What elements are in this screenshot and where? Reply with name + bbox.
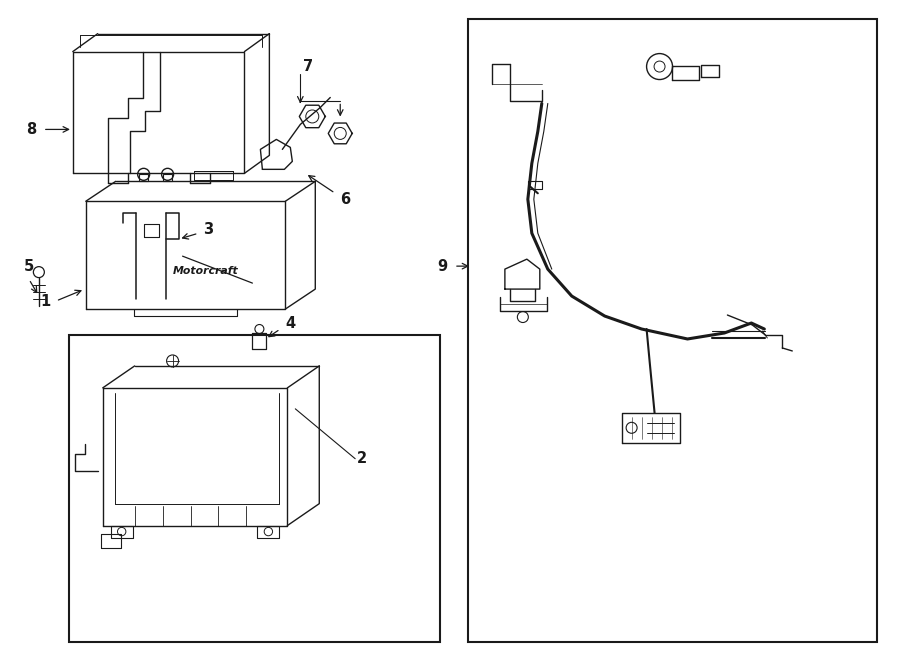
- Text: 8: 8: [26, 122, 36, 137]
- Text: 2: 2: [357, 451, 367, 466]
- Bar: [468, 19, 878, 642]
- Text: 7: 7: [303, 59, 313, 74]
- Bar: [164, 175, 172, 181]
- Text: 9: 9: [437, 258, 447, 274]
- Text: 5: 5: [23, 258, 34, 274]
- Bar: [140, 175, 148, 181]
- Text: Motorcraft: Motorcraft: [173, 266, 238, 276]
- Text: 6: 6: [340, 192, 350, 207]
- Text: 1: 1: [40, 293, 51, 309]
- Bar: [68, 335, 440, 642]
- Text: 4: 4: [285, 315, 295, 330]
- Text: 3: 3: [203, 221, 213, 237]
